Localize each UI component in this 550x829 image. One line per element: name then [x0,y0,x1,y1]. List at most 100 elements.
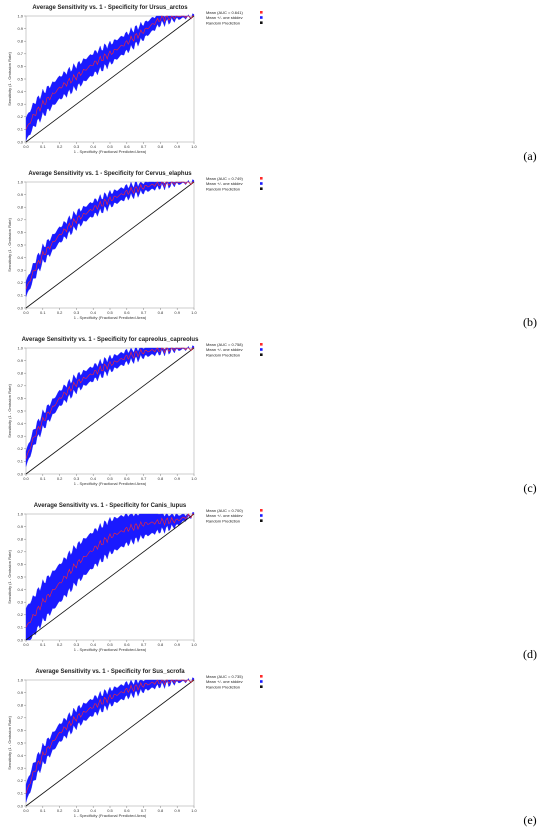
legend-swatch [260,21,263,24]
y-tick-label: 0.6 [17,230,23,235]
y-tick-label: 0.0 [17,803,23,808]
x-axis-label: 1 - Specificity (Fractional Predicted Ar… [74,647,147,652]
stddev-band [25,13,195,141]
chart-title: Average Sensitivity vs. 1 - Specificity … [35,669,185,675]
panel-label: (b) [523,315,537,329]
x-tick-label: 0.1 [40,808,46,813]
y-tick-label: 0.0 [17,471,23,476]
legend-label: Mean (AUC = 0.749) [206,176,243,181]
x-tick-label: 0.3 [74,144,80,149]
panel-label: (c) [523,481,536,495]
x-tick-label: 0.0 [23,310,29,315]
y-tick-label: 0.6 [17,64,23,69]
y-tick-label: 0.0 [17,637,23,642]
x-tick-label: 0.5 [107,808,113,813]
chart-title: Average Sensitivity vs. 1 - Specificity … [32,5,188,11]
x-tick-label: 0.3 [74,310,80,315]
legend-swatch [260,11,263,14]
x-tick-label: 0.2 [57,808,63,813]
y-tick-label: 1.0 [17,511,23,516]
chart-title: Average Sensitivity vs. 1 - Specificity … [22,337,200,343]
y-tick-label: 0.1 [17,625,23,630]
y-tick-label: 0.8 [17,371,23,376]
y-tick-label: 0.2 [17,446,23,451]
y-tick-label: 0.2 [17,612,23,617]
x-tick-label: 0.3 [74,476,80,481]
x-tick-label: 1.0 [191,642,197,647]
x-tick-label: 0.8 [158,310,164,315]
x-tick-label: 0.0 [23,808,29,813]
legend-label: Mean (AUC = 0.758) [206,342,243,347]
y-tick-label: 0.5 [17,242,23,247]
x-tick-label: 0.6 [124,642,130,647]
stddev-band [25,345,195,467]
x-tick-label: 0.7 [141,808,147,813]
roc-chart: 0.0 0.1 0.2 0.3 0.4 0.5 0.6 0.7 0.8 0.9 1.0 0.0 0.1 0… [7,171,263,320]
x-tick-label: 0.9 [174,310,180,315]
x-tick-label: 0.3 [74,808,80,813]
y-tick-label: 0.2 [17,114,23,119]
chart-title: Average Sensitivity vs. 1 - Specificity … [34,503,187,509]
y-tick-label: 0.2 [17,778,23,783]
x-tick-label: 1.0 [191,808,197,813]
y-axis-label: Sensitivity (1 - Omission Rate) [7,217,12,271]
x-tick-label: 0.0 [23,476,29,481]
random-prediction-line [25,347,195,475]
legend-swatch [260,685,263,688]
y-tick-label: 0.8 [17,537,23,542]
legend-label: Mean +/- one stddev [206,347,243,352]
y-tick-label: 0.6 [17,728,23,733]
x-tick-label: 0.9 [174,808,180,813]
legend-swatch [260,680,263,683]
x-tick-label: 1.0 [191,476,197,481]
legend-label: Mean +/- one stddev [206,513,243,518]
stddev-band [25,512,195,641]
chart-title: Average Sensitivity vs. 1 - Specificity … [28,171,192,177]
x-tick-label: 0.0 [23,642,29,647]
y-tick-label: 0.4 [17,421,23,426]
y-tick-label: 0.7 [17,549,23,554]
x-tick-label: 0.2 [57,476,63,481]
x-axis-label: 1 - Specificity (Fractional Predicted Ar… [74,813,147,818]
y-tick-label: 0.2 [17,280,23,285]
x-tick-label: 0.4 [90,310,96,315]
random-prediction-line [25,15,195,143]
y-tick-label: 0.5 [17,740,23,745]
roc-chart: 0.0 0.1 0.2 0.3 0.4 0.5 0.6 0.7 0.8 0.9 1.0 0.0 0.1 0… [7,503,263,652]
y-tick-label: 0.9 [17,690,23,695]
x-axis-label: 1 - Specificity (Fractional Predicted Ar… [74,481,147,486]
y-axis-label: Sensitivity (1 - Omission Rate) [7,715,12,769]
mean-roc-line [25,679,194,794]
y-tick-label: 0.1 [17,127,23,132]
y-tick-label: 0.1 [17,459,23,464]
legend-label: Random Prediction [206,20,240,25]
mean-roc-line [25,181,194,290]
roc-chart: 0.0 0.1 0.2 0.3 0.4 0.5 0.6 0.7 0.8 0.9 1.0 0.0 0.1 0… [7,669,263,818]
panel-label: (d) [523,647,537,661]
y-tick-label: 1.0 [17,13,23,18]
y-tick-label: 0.4 [17,89,23,94]
legend-swatch [260,348,263,351]
y-tick-label: 0.8 [17,205,23,210]
x-tick-label: 0.8 [158,808,164,813]
panel-label: (e) [523,813,536,827]
x-tick-label: 0.4 [90,808,96,813]
y-tick-label: 1.0 [17,677,23,682]
x-tick-label: 0.8 [158,476,164,481]
x-tick-label: 0.9 [174,476,180,481]
y-axis-label: Sensitivity (1 - Omission Rate) [7,549,12,603]
y-tick-label: 0.7 [17,715,23,720]
y-tick-label: 0.4 [17,753,23,758]
stddev-band [25,179,195,297]
x-tick-label: 0.9 [174,642,180,647]
y-tick-label: 0.5 [17,76,23,81]
roc-chart: 0.0 0.1 0.2 0.3 0.4 0.5 0.6 0.7 0.8 0.9 1.0 0.0 0.1 0… [7,5,263,154]
random-prediction-line [25,513,195,641]
legend-label: Random Prediction [206,186,240,191]
roc-chart: 0.0 0.1 0.2 0.3 0.4 0.5 0.6 0.7 0.8 0.9 1.0 0.0 0.1 0… [7,337,263,486]
y-tick-label: 0.8 [17,703,23,708]
y-tick-label: 0.7 [17,383,23,388]
y-tick-label: 0.4 [17,587,23,592]
x-tick-label: 0.2 [57,310,63,315]
